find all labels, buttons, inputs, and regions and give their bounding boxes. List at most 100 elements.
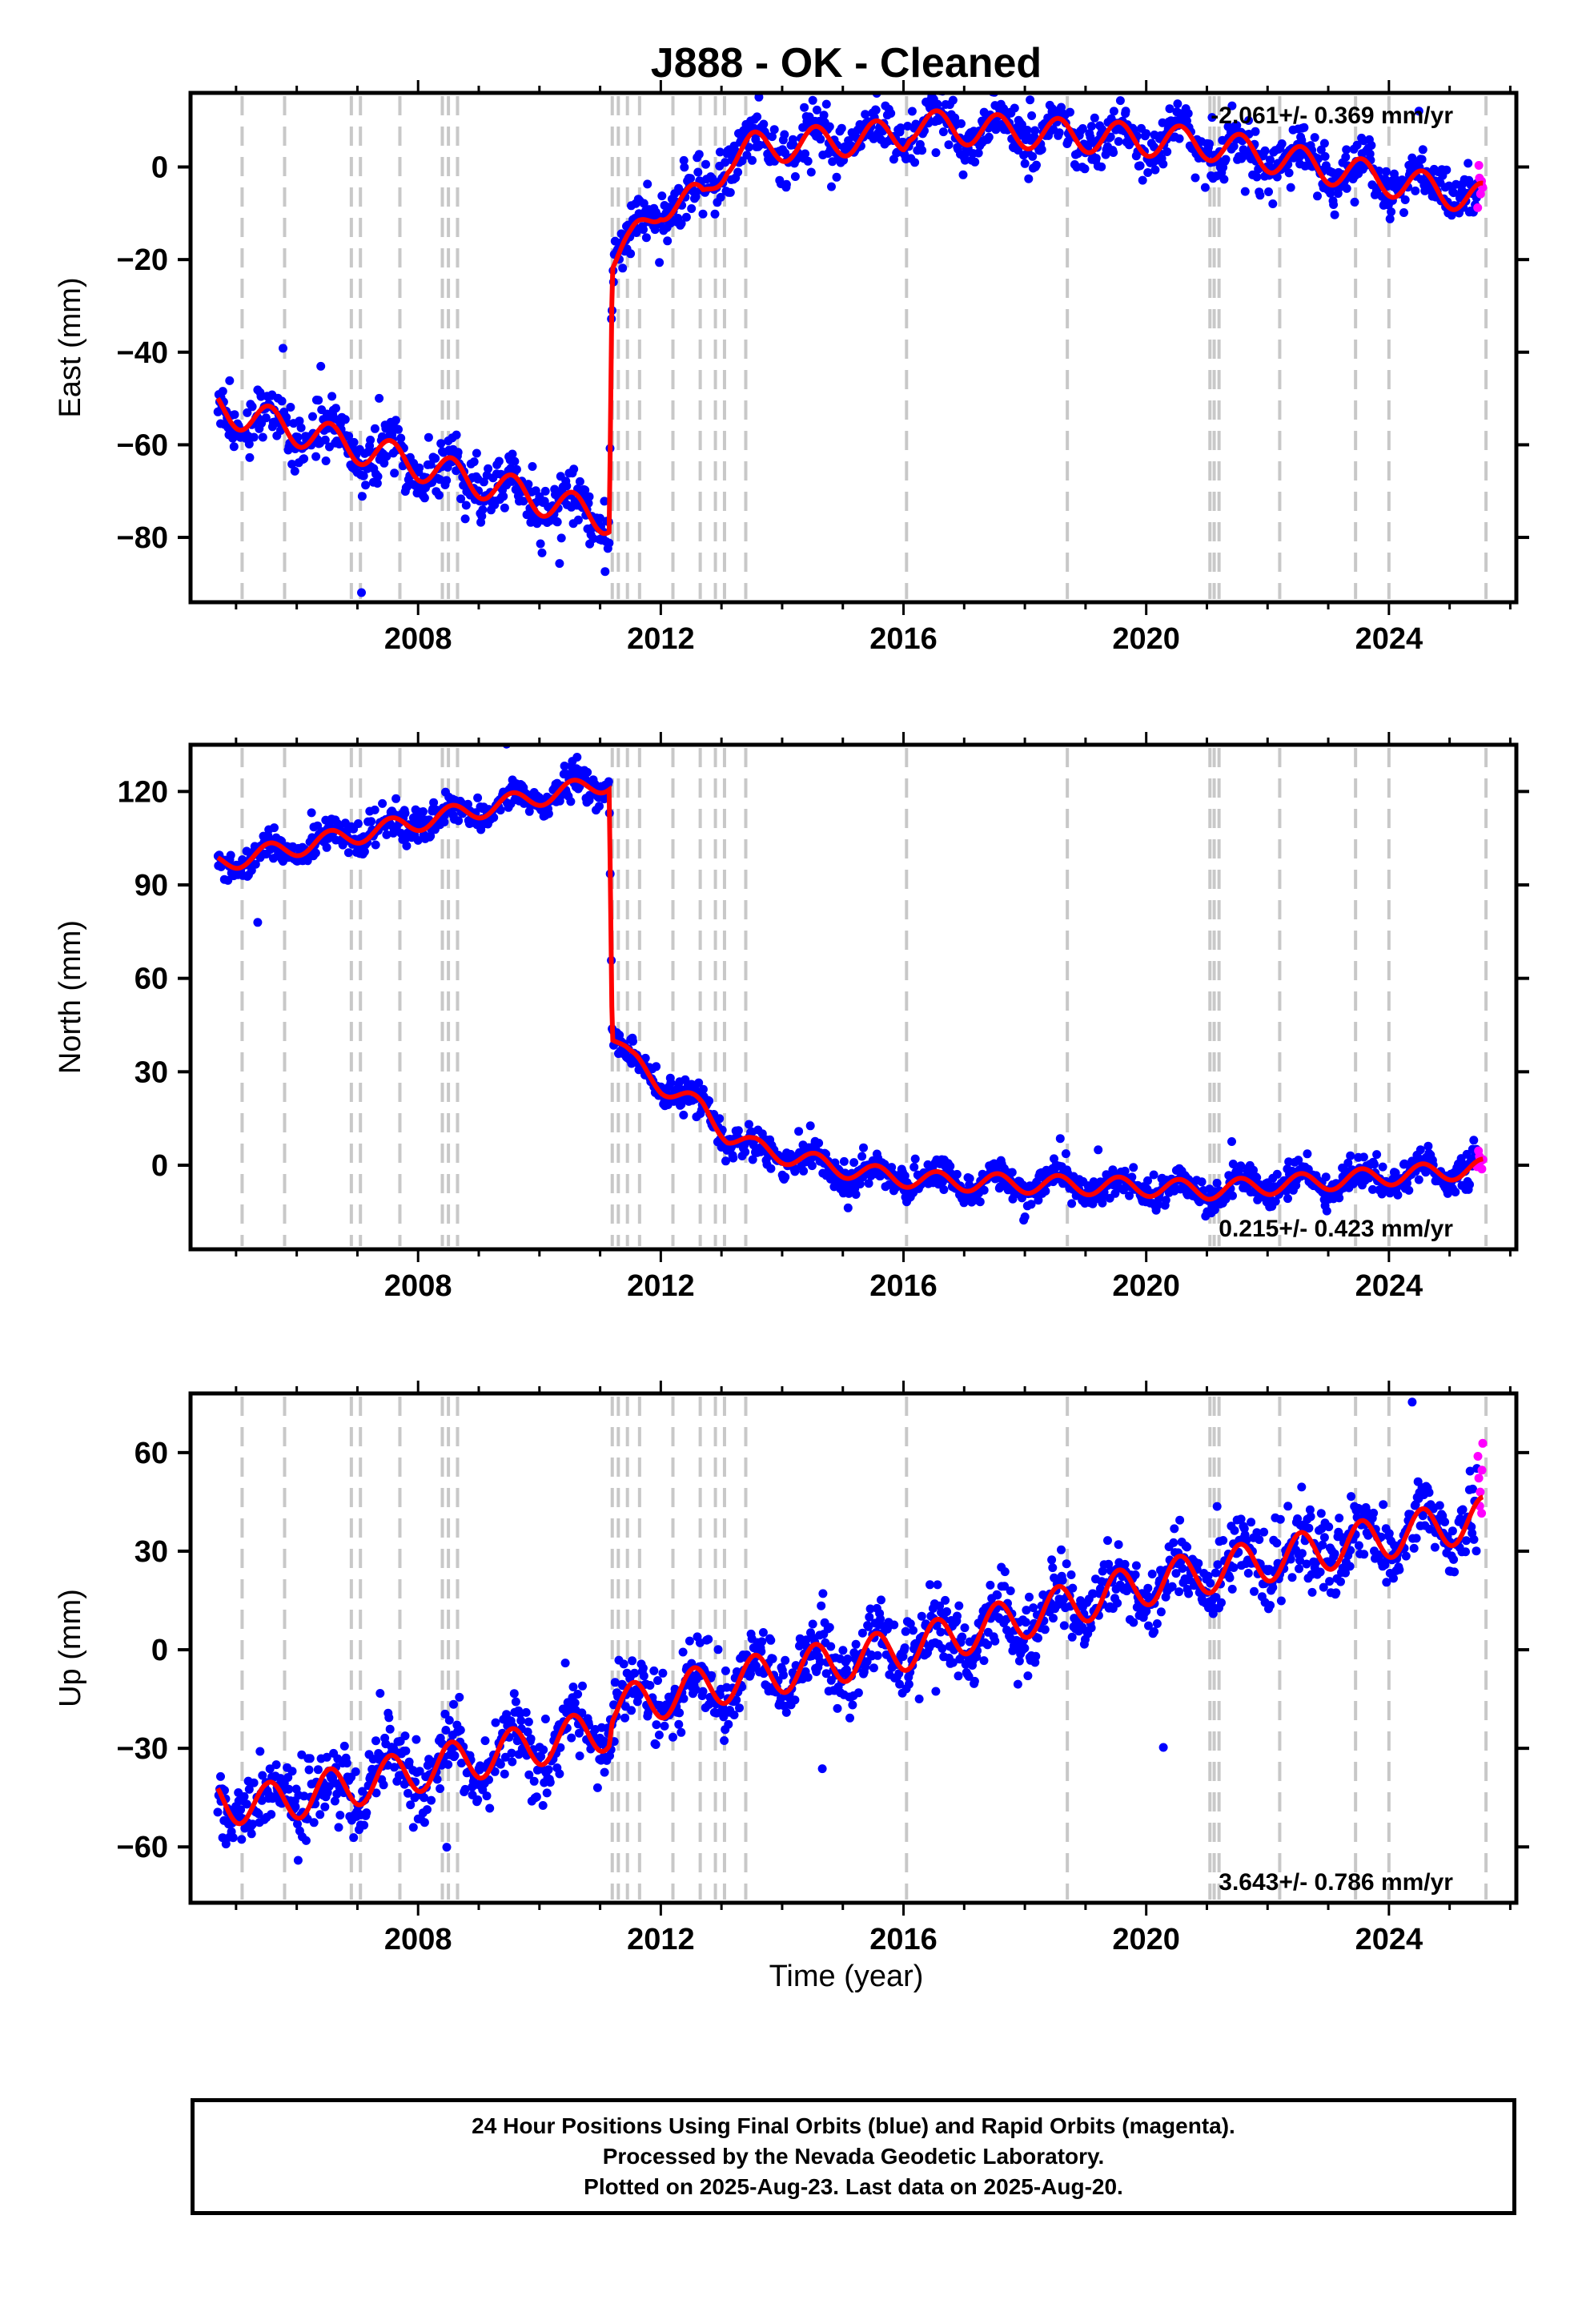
final-orbit-point (1029, 1603, 1038, 1613)
final-orbit-point (669, 1732, 677, 1742)
final-orbit-point (657, 191, 667, 201)
final-orbit-point (769, 125, 779, 135)
final-orbit-point (1122, 1582, 1132, 1592)
y-tick-label: 90 (135, 869, 168, 903)
final-orbit-point (491, 1718, 500, 1727)
final-orbit-point (1452, 179, 1461, 189)
final-orbit-point (1028, 151, 1038, 161)
final-orbit-point (1284, 168, 1294, 178)
y-axis-label: North (mm) (54, 920, 87, 1074)
final-orbit-point (958, 1632, 967, 1642)
final-orbit-point (768, 1654, 777, 1663)
final-orbit-point (271, 1760, 281, 1770)
final-orbit-point (237, 1835, 247, 1844)
final-orbit-point (577, 1708, 587, 1718)
final-orbit-point (1106, 132, 1115, 142)
final-orbit-point (249, 432, 259, 442)
final-orbit-point (1244, 116, 1253, 125)
final-orbit-point (732, 1695, 741, 1705)
final-orbit-point (1048, 1563, 1058, 1573)
final-orbit-point (595, 802, 604, 811)
final-orbit-point (1393, 1190, 1403, 1200)
final-orbit-point (801, 1635, 811, 1645)
final-orbit-point (508, 1757, 517, 1767)
final-orbit-point (575, 1751, 584, 1761)
final-orbit-point (1227, 1137, 1236, 1146)
final-orbit-point (1135, 161, 1145, 171)
final-orbit-point (600, 567, 610, 577)
final-orbit-point (524, 480, 533, 489)
final-orbit-point (528, 462, 537, 471)
x-tick-label: 2012 (627, 1923, 695, 1956)
final-orbit-point (542, 1788, 552, 1798)
final-orbit-point (780, 130, 789, 139)
final-orbit-point (871, 106, 881, 115)
final-orbit-point (436, 439, 446, 448)
final-orbit-point (254, 1809, 263, 1819)
final-orbit-point (766, 1164, 776, 1173)
final-orbit-point (935, 1601, 945, 1610)
final-orbit-point (948, 1658, 958, 1667)
final-orbit-point (1299, 123, 1309, 132)
final-orbit-point (1227, 101, 1237, 111)
final-orbit-point (1330, 210, 1339, 219)
rate-label: -2.061+/- 0.369 mm/yr (1211, 103, 1453, 129)
final-orbit-point (1026, 95, 1035, 105)
final-orbit-point (914, 1695, 924, 1703)
final-orbit-point (1007, 1168, 1017, 1177)
final-orbit-point (1066, 107, 1074, 117)
final-orbit-point (440, 1709, 450, 1719)
final-orbit-point (803, 1673, 813, 1682)
final-orbit-point (1143, 1583, 1153, 1593)
final-orbit-point (510, 456, 520, 466)
x-tick-label: 2024 (1355, 1269, 1423, 1303)
final-orbit-point (293, 1856, 303, 1865)
final-orbit-point (394, 424, 403, 434)
final-orbit-point (886, 109, 896, 118)
final-orbit-point (960, 1623, 970, 1633)
final-orbit-point (279, 344, 287, 353)
final-orbit-point (841, 1665, 851, 1675)
final-orbit-point (1206, 1578, 1215, 1588)
final-orbit-point (584, 492, 594, 501)
final-orbit-point (960, 155, 970, 165)
final-orbit-point (1286, 183, 1295, 192)
final-orbit-point (1178, 1564, 1187, 1573)
final-orbit-point (896, 123, 905, 133)
final-orbit-point (1259, 1527, 1269, 1537)
final-orbit-point (626, 249, 636, 259)
final-orbit-point (344, 432, 354, 441)
final-orbit-point (536, 1751, 546, 1761)
final-orbit-point (287, 460, 297, 469)
final-orbit-point (1268, 199, 1278, 208)
final-orbit-point (331, 404, 340, 413)
final-orbit-point (236, 1805, 246, 1815)
final-orbit-point (244, 1784, 254, 1794)
final-orbit-point (1368, 1184, 1377, 1194)
y-tick-label: −30 (117, 1732, 168, 1766)
final-orbit-point (993, 1590, 1002, 1600)
final-orbit-point (1352, 140, 1362, 150)
final-orbit-point (1372, 1150, 1382, 1160)
final-orbit-point (429, 798, 439, 807)
final-orbit-point (1049, 1614, 1058, 1623)
final-orbit-point (845, 1713, 854, 1723)
final-orbit-point (1302, 1559, 1311, 1569)
final-orbit-point (1295, 1564, 1303, 1574)
final-orbit-point (1213, 1560, 1223, 1570)
rapid-orbit-point (1474, 1474, 1484, 1483)
final-orbit-point (1210, 1205, 1219, 1215)
final-orbit-point (1018, 1193, 1026, 1203)
final-orbit-point (1129, 1163, 1138, 1172)
final-orbit-point (1469, 1534, 1479, 1544)
final-orbit-point (1271, 1196, 1280, 1206)
final-orbit-point (1090, 113, 1099, 123)
final-orbit-point (490, 1767, 500, 1776)
final-orbit-point (1173, 99, 1182, 109)
final-orbit-point (855, 1180, 865, 1188)
final-orbit-point (1030, 126, 1040, 135)
final-orbit-point (507, 1748, 516, 1758)
final-orbit-point (1451, 1188, 1460, 1196)
final-orbit-point (1217, 1598, 1226, 1607)
final-orbit-point (1094, 1145, 1103, 1155)
